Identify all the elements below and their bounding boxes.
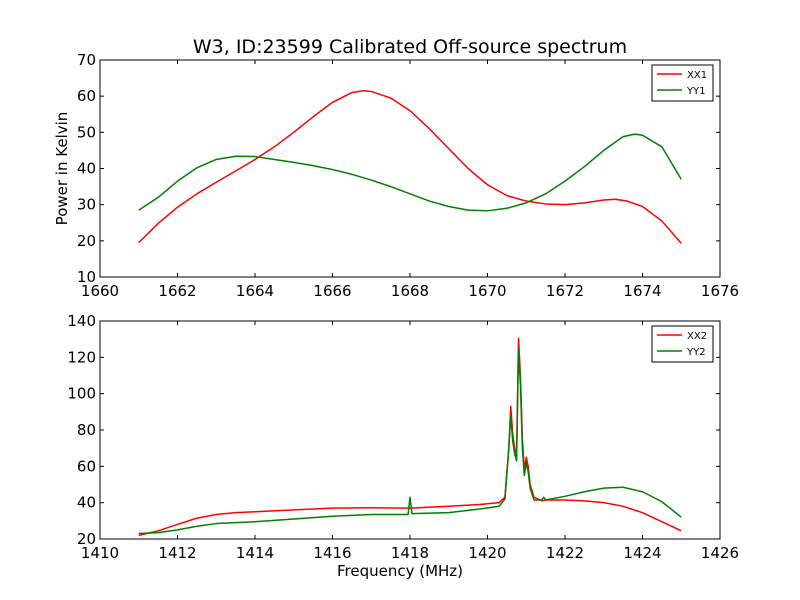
chart-1-plot-area: [100, 60, 720, 277]
chart-1-y-tick-label: 50: [77, 123, 96, 141]
chart-1-y-tick-label: 10: [77, 268, 96, 286]
chart-1-x-tick-label: 1660: [81, 282, 119, 300]
chart-2: 1410 1412 1414 1416 1418 1420 1422 1424 1426 20 40…: [67, 312, 739, 580]
chart-1-x-tick-label: 1670: [468, 282, 506, 300]
chart-1-x-tick-label: 1666: [313, 282, 351, 300]
chart-1-series-yy1-line: [138, 133, 682, 212]
chart-2-legend-label-yy2: YY2: [686, 347, 706, 358]
chart-2-series-yy2-line: [138, 349, 682, 535]
chart-1-legend-box: [651, 64, 714, 102]
chart-1-x-tick-label: 1672: [546, 282, 584, 300]
chart-2-x-tick-label: 1412: [158, 544, 196, 562]
chart-1-x-tick-label: 1664: [236, 282, 274, 300]
chart-2-x-tick-label: 1410: [81, 544, 119, 562]
chart-2-x-tick-label: 1414: [236, 544, 274, 562]
chart-2-y-tick-label: 40: [77, 494, 96, 512]
chart-2-x-tick-label: 1426: [701, 544, 739, 562]
chart-1-series-xx1-line: [138, 89, 682, 244]
chart-2-x-tick-label: 1416: [313, 544, 351, 562]
chart-1-y-tick-label: 40: [77, 160, 96, 178]
chart-2-x-tick-label: 1420: [468, 544, 506, 562]
chart-2-legend-box: [651, 325, 714, 363]
figure-title: W3, ID:23599 Calibrated Off-source spect…: [193, 36, 627, 58]
chart-1-y-tick-label: 20: [77, 232, 96, 250]
chart-1-legend-label-yy1: YY1: [686, 86, 706, 97]
chart-2-y-tick-label: 140: [67, 312, 96, 330]
chart-1-x-tick-label: 1676: [701, 282, 739, 300]
chart-1-x-tick-label: 1662: [158, 282, 196, 300]
chart-2-y-tick-label: 80: [77, 421, 96, 439]
chart-2-legend-label-xx2: XX2: [687, 331, 707, 342]
chart-1-legend-label-xx1: XX1: [687, 70, 707, 81]
chart-1-x-tick-label: 1668: [391, 282, 429, 300]
chart-1-x-tick-label: 1674: [623, 282, 661, 300]
chart-1-y-axis-label: Power in Kelvin: [53, 112, 71, 226]
chart-2-x-axis-label: Frequency (MHz): [337, 562, 463, 580]
plots: 1660 1662 1664 1666 1668 1670 1672 1674 1676 10 20…: [53, 51, 739, 580]
chart-2-y-tick-label: 60: [77, 457, 96, 475]
chart-2-x-tick-label: 1418: [391, 544, 429, 562]
chart-1-y-tick-label: 60: [77, 87, 96, 105]
chart-2-x-tick-label: 1422: [546, 544, 584, 562]
chart-2-x-tick-label: 1424: [623, 544, 661, 562]
chart-2-y-tick-label: 120: [67, 348, 96, 366]
chart-1: 1660 1662 1664 1666 1668 1670 1672 1674 1676 10 20…: [53, 51, 739, 300]
chart-2-plot-area: [100, 321, 720, 539]
chart-2-series-xx2-line: [138, 337, 682, 537]
chart-1-y-tick-label: 30: [77, 196, 96, 214]
chart-2-y-tick-label: 20: [77, 530, 96, 548]
chart-2-y-tick-label: 100: [67, 385, 96, 403]
chart-1-y-tick-label: 70: [77, 51, 96, 69]
